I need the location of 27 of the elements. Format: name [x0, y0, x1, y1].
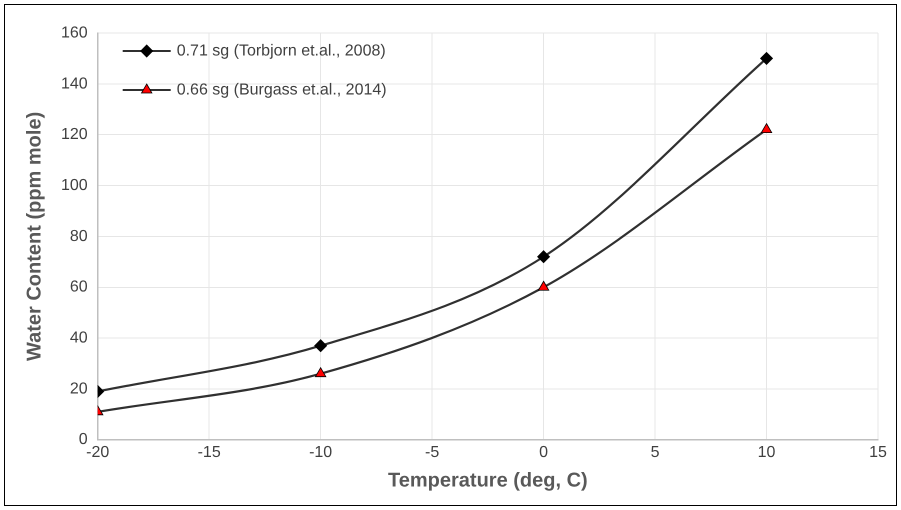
y-tick-label: 40	[70, 330, 88, 347]
y-tick-label: 160	[60, 24, 88, 42]
y-tick-label: 0	[78, 431, 88, 448]
x-tick-label: 0	[539, 444, 548, 461]
x-tick-label: 5	[650, 444, 660, 461]
y-axis-title: Water Content (ppm mole)	[24, 112, 46, 362]
point	[760, 52, 773, 65]
x-axis-title: Temperature (deg, C)	[388, 470, 588, 492]
point	[315, 367, 326, 378]
legend-label: 0.71 sg (Torbjorn et.al., 2008)	[176, 42, 386, 60]
x-tick-label: -10	[309, 444, 332, 461]
point	[538, 280, 550, 291]
point	[760, 123, 772, 134]
y-tick-label: 140	[60, 75, 88, 92]
x-tick-label: -15	[198, 444, 221, 461]
y-tick-label: 120	[60, 126, 88, 144]
x-tick-label: 15	[869, 444, 887, 461]
legend-label: 0.66 sg (Burgass et.al., 2014)	[176, 81, 387, 98]
y-tick-label: 60	[70, 278, 88, 296]
x-tick-label: -5	[424, 444, 440, 461]
y-tick-label: 100	[60, 176, 88, 194]
y-tick-label: 20	[70, 380, 88, 398]
x-tick-label: -20	[86, 444, 110, 461]
y-tick-label: 80	[70, 228, 88, 245]
x-tick-label: 10	[758, 444, 776, 461]
point	[537, 250, 550, 264]
point	[314, 339, 328, 352]
